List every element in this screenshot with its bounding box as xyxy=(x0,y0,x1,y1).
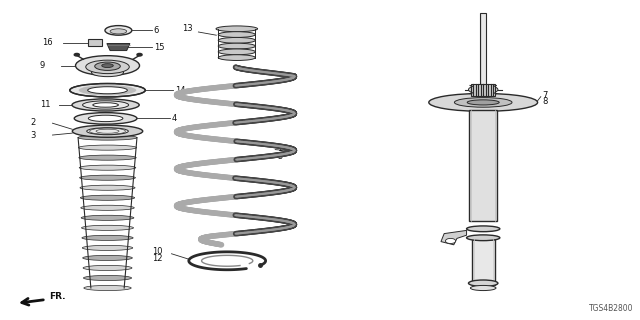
Ellipse shape xyxy=(79,155,136,160)
Ellipse shape xyxy=(105,26,132,35)
Text: 6: 6 xyxy=(154,26,159,35)
Ellipse shape xyxy=(83,265,132,270)
Ellipse shape xyxy=(76,56,140,76)
Polygon shape xyxy=(441,230,467,245)
Polygon shape xyxy=(107,44,130,51)
Ellipse shape xyxy=(70,84,145,97)
Ellipse shape xyxy=(81,195,134,200)
Ellipse shape xyxy=(80,185,135,190)
Ellipse shape xyxy=(110,29,127,34)
Ellipse shape xyxy=(83,101,129,109)
Ellipse shape xyxy=(88,87,127,94)
Ellipse shape xyxy=(102,64,113,68)
Ellipse shape xyxy=(83,255,132,260)
Bar xyxy=(471,84,495,96)
Text: 15: 15 xyxy=(154,43,164,52)
Text: 10: 10 xyxy=(152,247,163,256)
Ellipse shape xyxy=(467,100,499,105)
Ellipse shape xyxy=(218,32,255,37)
Ellipse shape xyxy=(81,205,134,210)
Text: FR.: FR. xyxy=(49,292,66,301)
Ellipse shape xyxy=(81,215,134,220)
Text: 16: 16 xyxy=(42,38,52,47)
Text: 14: 14 xyxy=(175,86,185,95)
Ellipse shape xyxy=(468,85,498,94)
Text: 9: 9 xyxy=(40,61,45,70)
Ellipse shape xyxy=(72,125,143,137)
Circle shape xyxy=(445,238,456,244)
Text: 4: 4 xyxy=(172,114,177,123)
Ellipse shape xyxy=(454,98,512,107)
Text: TGS4B2800: TGS4B2800 xyxy=(589,304,634,313)
Text: 8: 8 xyxy=(543,97,548,106)
Circle shape xyxy=(137,53,142,56)
Bar xyxy=(480,13,486,96)
Bar xyxy=(469,110,497,221)
Ellipse shape xyxy=(470,285,496,291)
Ellipse shape xyxy=(92,69,124,77)
Ellipse shape xyxy=(93,103,118,107)
Text: 11: 11 xyxy=(40,100,50,109)
Ellipse shape xyxy=(83,245,132,251)
Ellipse shape xyxy=(81,225,134,230)
Ellipse shape xyxy=(218,55,255,60)
Text: 12: 12 xyxy=(152,254,163,263)
Ellipse shape xyxy=(218,43,255,49)
Ellipse shape xyxy=(429,93,538,111)
Text: 2: 2 xyxy=(31,118,36,127)
Ellipse shape xyxy=(79,175,136,180)
Ellipse shape xyxy=(468,280,498,286)
Ellipse shape xyxy=(87,128,129,135)
Text: 5: 5 xyxy=(277,151,282,161)
Bar xyxy=(472,239,495,285)
Ellipse shape xyxy=(88,115,123,122)
Ellipse shape xyxy=(216,26,258,32)
Text: 1: 1 xyxy=(277,143,282,153)
Ellipse shape xyxy=(72,99,140,111)
Text: 7: 7 xyxy=(543,91,548,100)
Text: 3: 3 xyxy=(31,131,36,140)
Ellipse shape xyxy=(467,226,500,232)
Ellipse shape xyxy=(95,62,120,70)
Ellipse shape xyxy=(218,37,255,43)
Ellipse shape xyxy=(86,60,129,74)
Ellipse shape xyxy=(218,49,255,55)
Ellipse shape xyxy=(78,135,137,140)
Text: 13: 13 xyxy=(182,24,193,33)
Ellipse shape xyxy=(79,165,136,170)
Ellipse shape xyxy=(83,276,132,281)
Circle shape xyxy=(74,53,79,56)
Ellipse shape xyxy=(82,235,133,240)
Ellipse shape xyxy=(79,85,136,95)
Ellipse shape xyxy=(79,145,136,150)
Ellipse shape xyxy=(84,285,131,291)
Ellipse shape xyxy=(467,235,500,241)
Ellipse shape xyxy=(74,113,137,124)
FancyBboxPatch shape xyxy=(88,39,102,46)
